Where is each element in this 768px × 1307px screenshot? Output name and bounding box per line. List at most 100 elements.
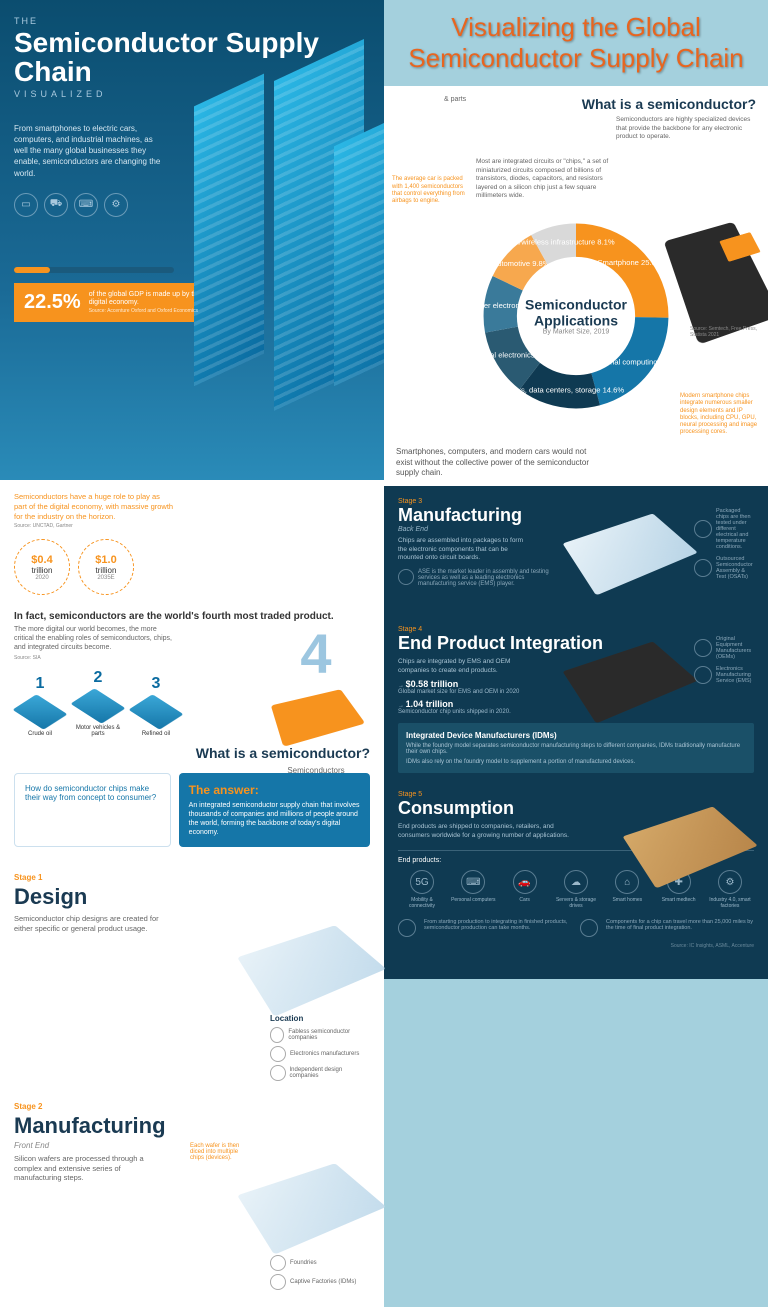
circ2-y: 2035E bbox=[97, 575, 114, 581]
s3-lbl: Stage 3 bbox=[398, 498, 754, 505]
s5-lbl: Stage 5 bbox=[398, 791, 754, 798]
mid-note: Semiconductors have a huge role to play … bbox=[14, 492, 174, 521]
circ2-u: trillion bbox=[96, 566, 117, 575]
rank-4: 4 Semiconductors bbox=[276, 621, 356, 775]
wis-p2: Most are integrated circuits or "chips,"… bbox=[476, 158, 616, 200]
donut-title: Semiconductor Applications bbox=[525, 297, 627, 329]
wis-p1: Semiconductors are highly specialized de… bbox=[616, 116, 756, 141]
question-box: How do semiconductor chips make their wa… bbox=[14, 773, 171, 847]
title-right: Visualizing the Global Semiconductor Sup… bbox=[396, 12, 756, 74]
page-title-right: Visualizing the Global Semiconductor Sup… bbox=[384, 0, 768, 86]
svg-text:Industrial electronics 11.7%: Industrial electronics 11.7% bbox=[476, 351, 558, 360]
buildings-illustration bbox=[144, 40, 384, 400]
answer-h: The answer: bbox=[189, 783, 360, 797]
gdp-pct: 22.5% bbox=[24, 291, 81, 314]
s3-asml: ASE is the market leader in assembly and… bbox=[398, 569, 558, 587]
s2-loc: Foundries Captive Factories (IDMs) bbox=[270, 1252, 370, 1293]
mid-panel: Semiconductors have a huge role to play … bbox=[0, 480, 384, 859]
loc-item: Foundries bbox=[270, 1255, 370, 1271]
s2-cap: Each wafer is then diced into multiple c… bbox=[190, 1143, 250, 1161]
ep-item: ⌂Smart homes bbox=[603, 870, 651, 909]
idm-h: Integrated Device Manufacturers (IDMs) bbox=[406, 731, 746, 740]
side-item: Electronics Manufacturing Service (EMS) bbox=[694, 666, 754, 684]
footer-notes: From starting production to integrating … bbox=[398, 919, 754, 937]
rank-item: 2Motor vehicles & parts bbox=[72, 669, 124, 737]
svg-text:Wired/wireless infrastructure: Wired/wireless infrastructure 8.1% bbox=[499, 238, 615, 247]
circ1-y: 2020 bbox=[35, 575, 48, 581]
side-item: Packaged chips are then tested under dif… bbox=[694, 508, 754, 550]
big4-num: 4 bbox=[276, 621, 356, 686]
ep-item: 5GMobility & connectivity bbox=[398, 870, 446, 909]
loc-item: Independent design companies bbox=[270, 1065, 370, 1081]
answer-p: An integrated semiconductor supply chain… bbox=[189, 801, 360, 837]
parts-lbl: & parts bbox=[444, 96, 466, 103]
s5-p: End products are shipped to companies, r… bbox=[398, 823, 578, 840]
stage-2: Stage 2 Manufacturing Front End Silicon … bbox=[0, 1098, 384, 1307]
s4-stat2: → 1.04 trillionSemiconductor chip units … bbox=[398, 699, 754, 715]
donut-btm: Smartphones, computers, and modern cars … bbox=[396, 447, 596, 478]
hero-panel: THE Semiconductor Supply Chain VISUALIZE… bbox=[0, 0, 384, 480]
stage-4: Stage 4 End Product Integration Chips ar… bbox=[398, 626, 754, 773]
idm-p1: While the foundry model separates semico… bbox=[406, 743, 746, 755]
stage-3: Stage 3 Manufacturing Back End Chips are… bbox=[398, 498, 754, 608]
s1-p: Semiconductor chip designs are created f… bbox=[14, 914, 164, 934]
rank-item: 3Refined oil bbox=[130, 675, 182, 737]
s4-p: Chips are integrated by EMS and OEM comp… bbox=[398, 658, 528, 675]
dark-panel: Stage 3 Manufacturing Back End Chips are… bbox=[384, 486, 768, 979]
loc-item: Captive Factories (IDMs) bbox=[270, 1274, 370, 1290]
loc-item: Fabless semiconductor companies bbox=[270, 1027, 370, 1043]
s5-src: Source: IC Insights, ASML, Accenture bbox=[398, 943, 754, 949]
fourth-p: The more digital our world becomes, the … bbox=[14, 625, 174, 652]
s2-p: Silicon wafers are processed through a c… bbox=[14, 1154, 164, 1183]
progress-bar bbox=[14, 267, 174, 273]
loc-h: Location bbox=[270, 1014, 370, 1023]
phone-src: Source: Semtech, Free Press, Statista 20… bbox=[690, 326, 760, 338]
s2-h: Manufacturing bbox=[14, 1113, 370, 1139]
chip-icon bbox=[271, 689, 366, 747]
donut-chart: Smartphone 25.3% Personal computing 20.5%… bbox=[476, 216, 676, 416]
s1-h: Design bbox=[14, 884, 370, 910]
side-item: Original Equipment Manufacturers (OEMs) bbox=[694, 636, 754, 660]
foot2: Components for a chip can travel more th… bbox=[606, 919, 754, 931]
donut-sub: By Market Size, 2019 bbox=[525, 329, 627, 336]
mid-src: Source: UNCTAD, Gartner bbox=[14, 523, 370, 529]
market-2035: $1.0 trillion 2035E bbox=[78, 539, 134, 595]
hourglass-icon bbox=[398, 919, 416, 937]
s1-lbl: Stage 1 bbox=[14, 873, 370, 882]
gdp-src: Source: Accenture Oxford and Oxford Econ… bbox=[89, 308, 224, 314]
loc-item: Electronics manufacturers bbox=[270, 1046, 370, 1062]
stage-5: Stage 5 Consumption End products are shi… bbox=[398, 791, 754, 949]
design-illustration bbox=[237, 925, 386, 1017]
s3-p: Chips are assembled into packages to for… bbox=[398, 537, 528, 562]
phone-note: Modern smartphone chips integrate numero… bbox=[680, 393, 760, 436]
svg-text:Automotive 9.8%: Automotive 9.8% bbox=[492, 260, 550, 269]
s2-lbl: Stage 2 bbox=[14, 1102, 370, 1111]
car-icon: ⛟ bbox=[44, 193, 68, 217]
hero-pre: THE bbox=[14, 16, 370, 26]
circ2-v: $1.0 bbox=[95, 554, 116, 566]
circ1-v: $0.4 bbox=[31, 554, 52, 566]
s4-side: Original Equipment Manufacturers (OEMs) E… bbox=[694, 636, 754, 690]
factory-icon: ⚙ bbox=[104, 193, 128, 217]
foot1: From starting production to integrating … bbox=[424, 919, 572, 931]
donut-panel: & parts What is a semiconductor? Semicon… bbox=[384, 86, 768, 486]
ep-item: ⚙Industry 4.0, smart factories bbox=[706, 870, 754, 909]
idm-box: Integrated Device Manufacturers (IDMs) W… bbox=[398, 723, 754, 773]
rank-item: 1Crude oil bbox=[14, 675, 66, 737]
globe-icon bbox=[580, 919, 598, 937]
car-note: The average car is packed with 1,400 sem… bbox=[392, 176, 472, 205]
market-2020: $0.4 trillion 2020 bbox=[14, 539, 70, 595]
ep-item: ☁Servers & storage drives bbox=[552, 870, 600, 909]
stage-1: Stage 1 Design Semiconductor chip design… bbox=[0, 859, 384, 1098]
idm-p2: IDMs also rely on the foundry model to s… bbox=[406, 759, 746, 765]
hero-intro: From smartphones to electric cars, compu… bbox=[14, 123, 164, 179]
svg-text:Personal computing 20.5%: Personal computing 20.5% bbox=[590, 358, 676, 367]
s3-side: Packaged chips are then tested under dif… bbox=[694, 508, 754, 586]
ep-item: ⌨Personal computers bbox=[449, 870, 497, 909]
phone-icon: ▭ bbox=[14, 193, 38, 217]
big4-l: Semiconductors bbox=[276, 766, 356, 775]
laptop-icon: ⌨ bbox=[74, 193, 98, 217]
svg-text:Smartphone 25.3%: Smartphone 25.3% bbox=[597, 258, 662, 267]
circ1-u: trillion bbox=[32, 566, 53, 575]
s1-loc: Location Fabless semiconductor companies… bbox=[270, 1014, 370, 1084]
